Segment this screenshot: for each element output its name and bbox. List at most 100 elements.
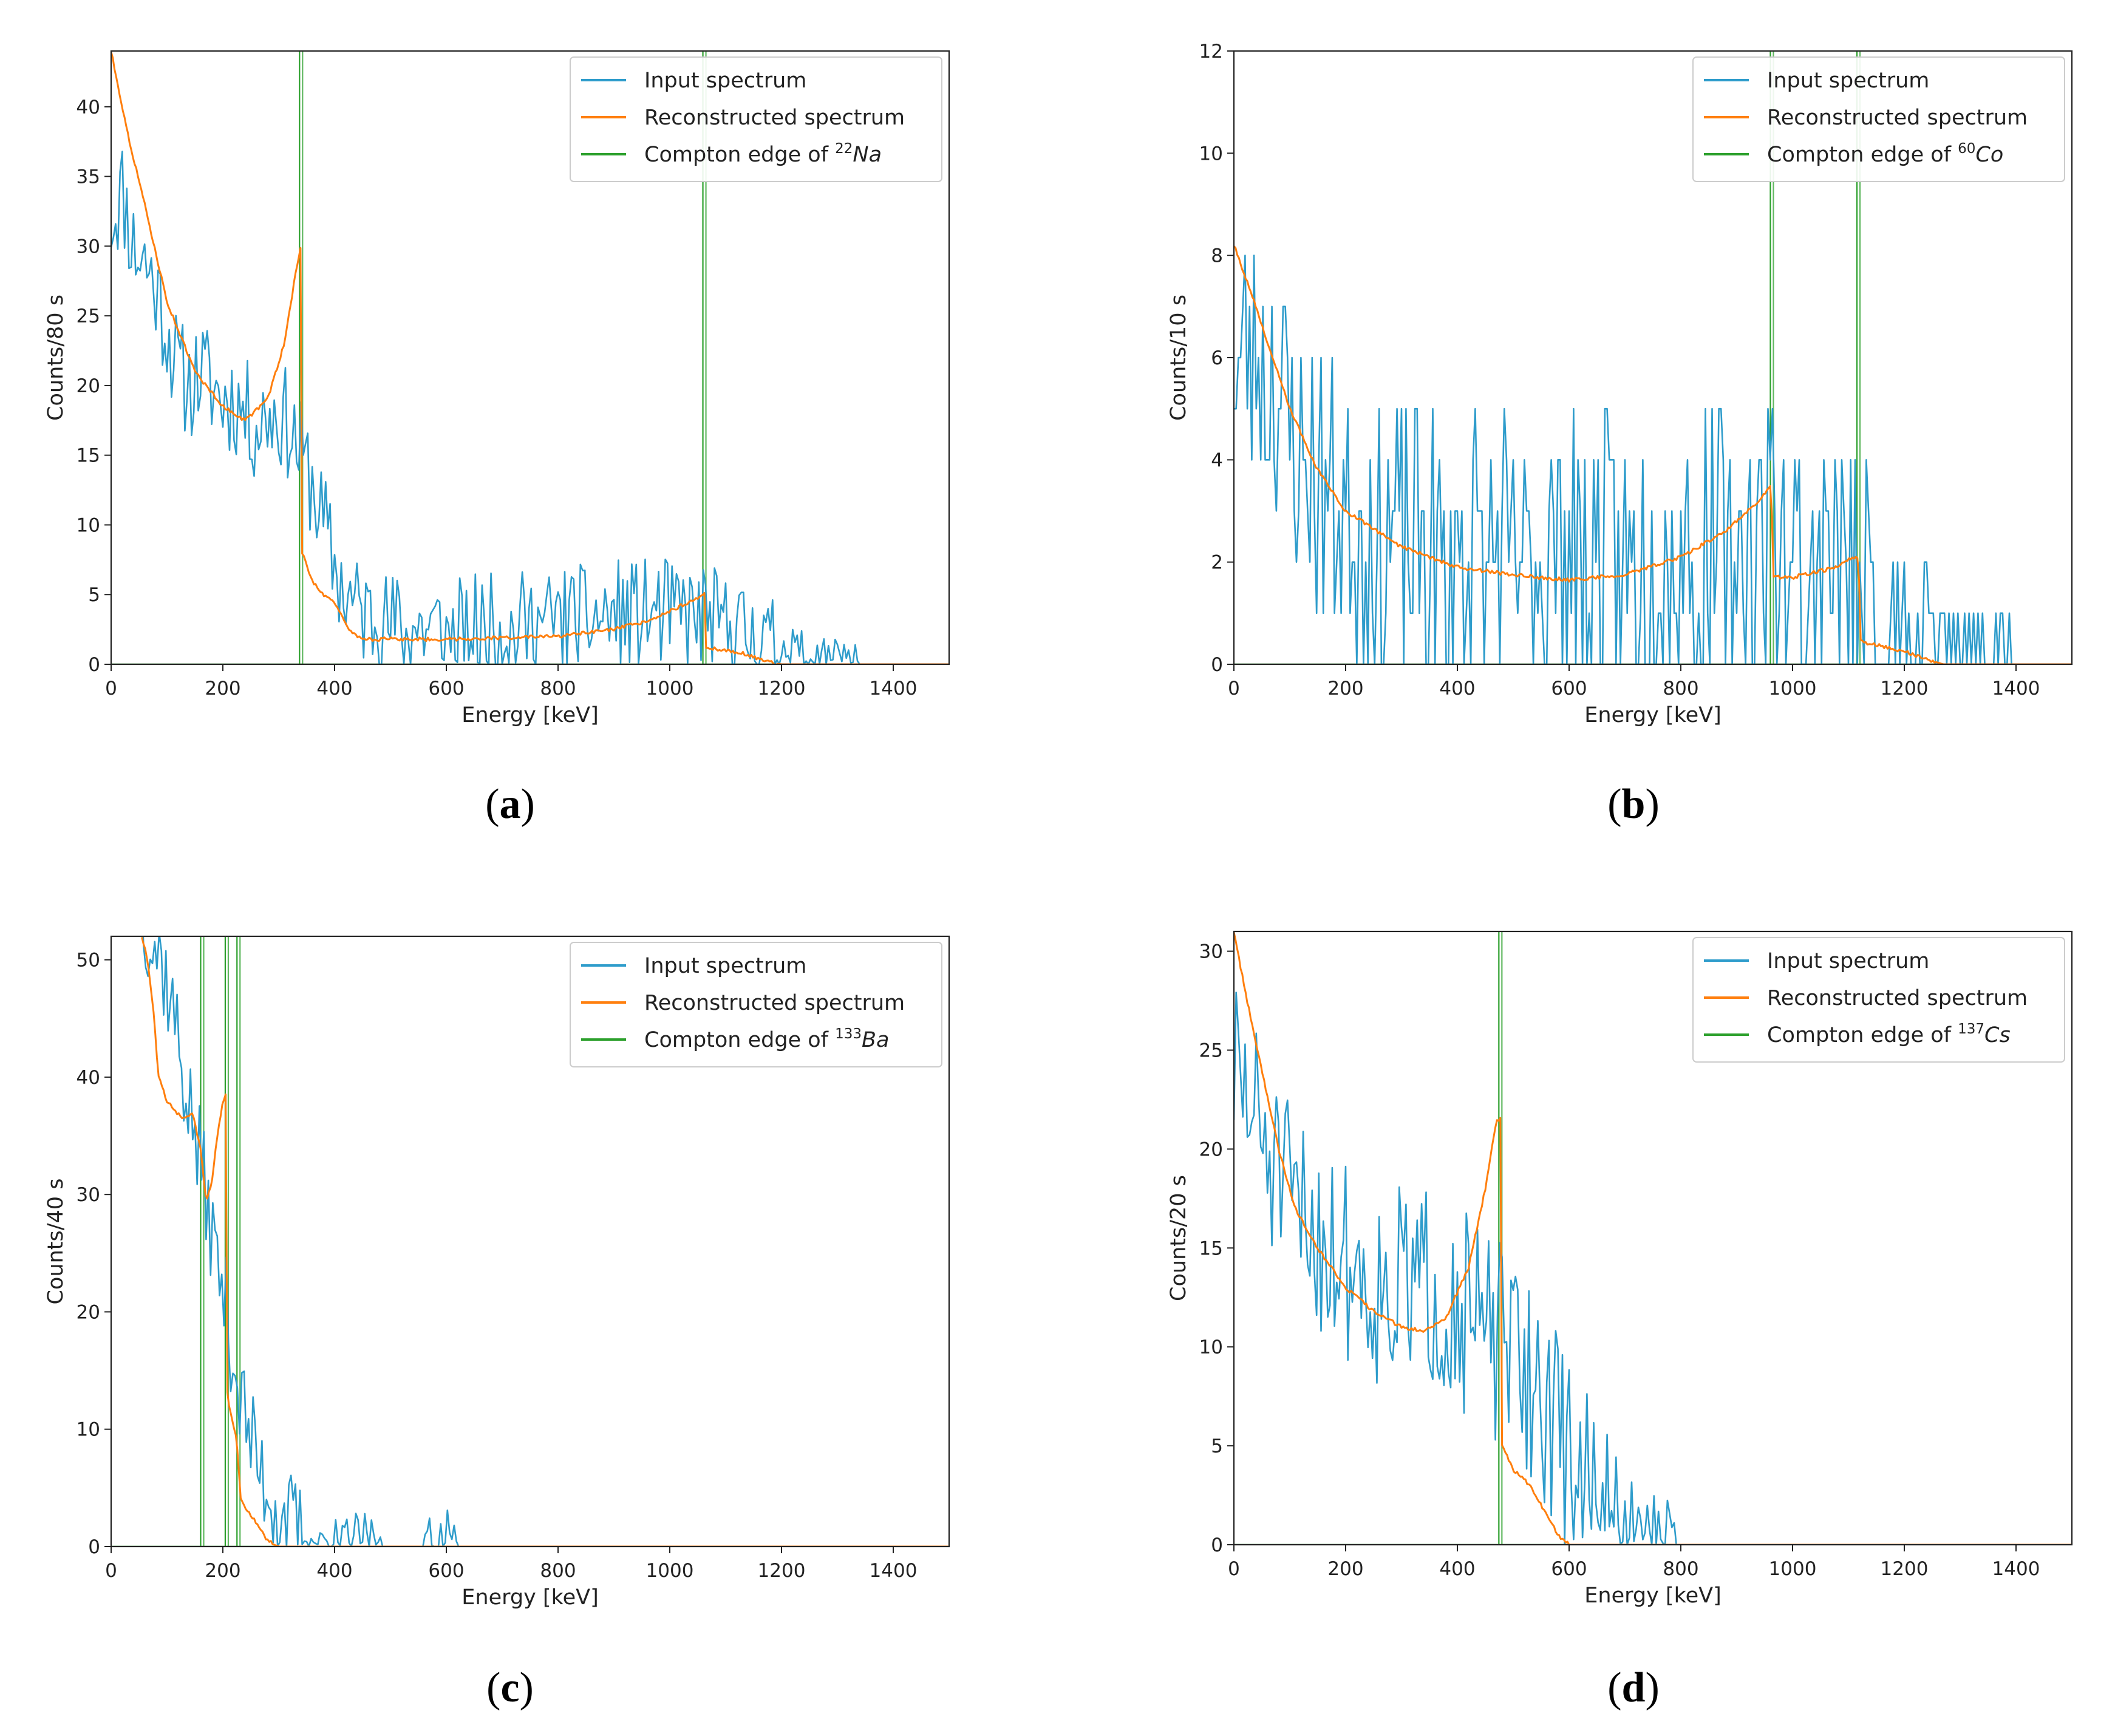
legend: Input spectrum Reconstructed spectrum Comp… (570, 942, 942, 1067)
legend-compton-label: Compton edge of 133Ba (644, 1026, 889, 1052)
x-tick-label: 600 (1551, 678, 1587, 700)
x-axis-label: Energy [keV] (1584, 703, 1721, 727)
y-tick-label: 0 (88, 654, 100, 676)
y-tick-label: 5 (1211, 1435, 1223, 1457)
x-tick-label: 1000 (646, 1560, 694, 1582)
legend-compton-label: Compton edge of 137Cs (1767, 1021, 2011, 1047)
legend-input-label: Input spectrum (644, 69, 806, 93)
x-tick-label: 1200 (1881, 1558, 1929, 1580)
y-tick-label: 0 (1211, 654, 1223, 676)
x-tick-label: 400 (316, 1560, 352, 1582)
y-tick-label: 15 (77, 445, 100, 467)
caption-c: (c) (486, 1664, 534, 1711)
plot-area-d (1234, 931, 2072, 1545)
x-tick-label: 200 (205, 678, 240, 700)
plot-area-c (111, 936, 949, 1547)
x-tick-label: 200 (1327, 1558, 1363, 1580)
x-tick-label: 800 (540, 678, 576, 700)
x-tick-label: 400 (1439, 678, 1475, 700)
x-tick-label: 1200 (1881, 678, 1929, 700)
y-tick-label: 30 (1199, 941, 1223, 963)
y-tick-label: 6 (1211, 347, 1223, 369)
legend-reconstructed-label: Reconstructed spectrum (1767, 106, 2028, 130)
y-tick-label: 4 (1211, 449, 1223, 471)
input-spectrum-line (1234, 992, 2072, 1545)
y-axis-label: Counts/40 s (44, 1179, 68, 1305)
y-tick-label: 35 (77, 166, 100, 188)
reconstructed-spectrum-line (1234, 932, 2072, 1545)
x-axis-label: Energy [keV] (461, 1585, 598, 1610)
x-tick-label: 1400 (1992, 678, 2040, 700)
axes-frame (110, 50, 950, 665)
y-tick-label: 0 (88, 1536, 100, 1558)
chart-panel-b: 0 200 400 600 800 1000 1200 1400 0 2 4 6 8 10 12 Energy… (1166, 41, 2073, 727)
y-tick-label: 40 (77, 97, 100, 118)
legend: Input spectrum Reconstructed spectrum Comp… (1692, 937, 2065, 1063)
reconstructed-spectrum-line (141, 937, 949, 1547)
y-tick-label: 10 (1199, 143, 1223, 165)
x-tick-label: 400 (316, 678, 352, 700)
chart-panel-a: 0 200 400 600 800 1000 1200 1400 0 5 10 15 20 25 30 35 4… (44, 50, 950, 727)
x-tick-label: 1000 (1769, 1558, 1817, 1580)
y-tick-label: 20 (1199, 1139, 1223, 1160)
x-tick-label: 1400 (870, 1560, 918, 1582)
legend-input-label: Input spectrum (1767, 69, 1929, 93)
legend-box (570, 942, 942, 1067)
y-tick-label: 20 (77, 1301, 100, 1323)
y-axis-label: Counts/10 s (1166, 294, 1191, 421)
x-tick-label: 800 (1663, 678, 1698, 700)
x-axis-label: Energy [keV] (461, 703, 598, 727)
axes-frame (1233, 930, 2073, 1546)
legend-box (1692, 56, 2065, 182)
legend: Input spectrum Reconstructed spectrum Comp… (570, 56, 942, 182)
y-tick-label: 5 (88, 584, 100, 606)
legend-reconstructed-label: Reconstructed spectrum (644, 106, 905, 130)
input-spectrum-line (1234, 254, 2072, 664)
legend-box (570, 56, 942, 182)
y-axis-label: Counts/80 s (44, 294, 68, 421)
x-tick-label: 800 (1663, 1558, 1698, 1580)
x-tick-label: 0 (1228, 1558, 1240, 1580)
legend-reconstructed-label: Reconstructed spectrum (644, 991, 905, 1015)
legend-compton-label: Compton edge of 60Co (1767, 141, 2003, 167)
x-tick-label: 1400 (1992, 1558, 2040, 1580)
input-spectrum-line (142, 936, 949, 1547)
legend-box (1692, 937, 2065, 1063)
legend: Input spectrum Reconstructed spectrum Comp… (1692, 56, 2065, 182)
input-spectrum-line (111, 151, 949, 664)
caption-d: (d) (1607, 1664, 1660, 1711)
x-tick-label: 800 (540, 1560, 576, 1582)
y-axis-label: Counts/20 s (1166, 1175, 1191, 1301)
x-axis-label: Energy [keV] (1584, 1584, 1721, 1608)
legend-input-label: Input spectrum (1767, 949, 1929, 973)
axes-frame (110, 935, 950, 1548)
legend-input-label: Input spectrum (644, 954, 806, 978)
legend-compton-label: Compton edge of 22Na (644, 141, 882, 167)
x-tick-label: 600 (1551, 1558, 1587, 1580)
legend-reconstructed-label: Reconstructed spectrum (1767, 986, 2028, 1010)
y-tick-label: 10 (77, 514, 100, 536)
caption-b: (b) (1607, 781, 1660, 828)
chart-panel-d: 0 200 400 600 800 1000 1200 1400 0 5 10 15 20 25 30 Ene… (1166, 930, 2073, 1608)
x-tick-label: 400 (1439, 1558, 1475, 1580)
y-tick-label: 50 (77, 950, 100, 972)
x-tick-label: 0 (105, 1560, 117, 1582)
reconstructed-spectrum-line (111, 52, 949, 664)
y-tick-label: 25 (77, 305, 100, 327)
y-tick-label: 10 (77, 1419, 100, 1441)
x-tick-label: 200 (1327, 678, 1363, 700)
y-tick-label: 25 (1199, 1040, 1223, 1061)
y-tick-label: 2 (1211, 552, 1223, 574)
x-tick-label: 600 (428, 1560, 464, 1582)
y-tick-label: 0 (1211, 1534, 1223, 1556)
x-tick-label: 0 (1228, 678, 1240, 700)
chart-panel-c: 0 200 400 600 800 1000 1200 1400 0 10 20 30 40 50 Ener… (44, 935, 950, 1610)
x-tick-label: 0 (105, 678, 117, 700)
x-tick-label: 1200 (758, 1560, 806, 1582)
y-tick-label: 40 (77, 1067, 100, 1089)
y-tick-label: 10 (1199, 1336, 1223, 1358)
y-tick-label: 30 (77, 236, 100, 257)
y-tick-label: 15 (1199, 1237, 1223, 1259)
caption-a: (a) (485, 781, 535, 828)
